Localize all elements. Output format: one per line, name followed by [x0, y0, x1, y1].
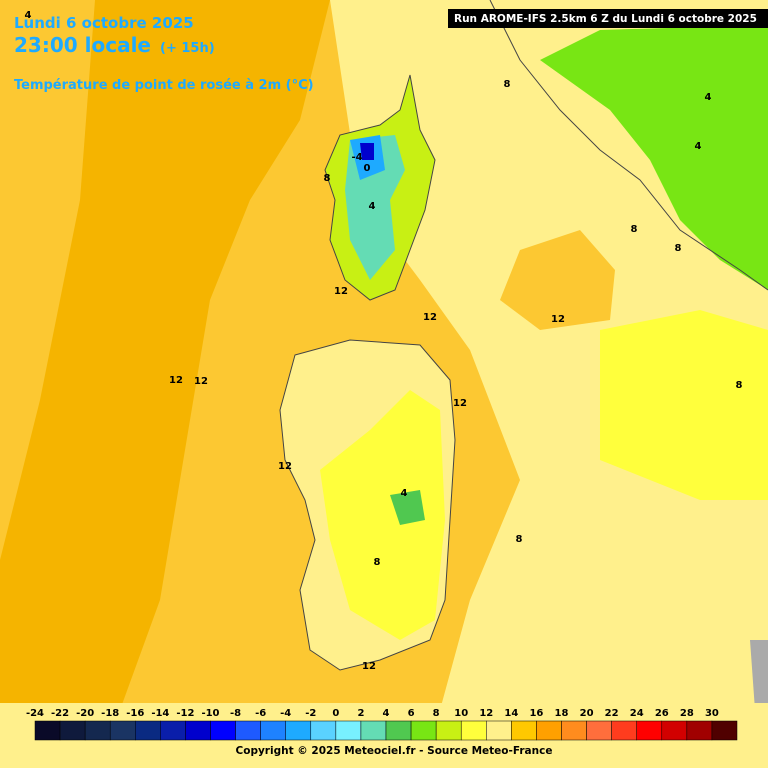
contour-label: 12 [423, 312, 437, 323]
legend-tick-label: 6 [408, 708, 415, 719]
contour-label: 0 [364, 163, 371, 174]
legend-swatch [460, 720, 487, 741]
legend-swatch [34, 720, 61, 741]
legend-swatch [310, 720, 337, 741]
parameter-label: Température de point de rosée à 2m (°C) [14, 78, 314, 93]
field-yellow [600, 310, 768, 500]
contour-label: 12 [334, 286, 348, 297]
legend-swatch [185, 720, 211, 741]
legend-swatch [210, 720, 236, 741]
field-orange-sea [500, 230, 615, 330]
legend-swatch [561, 720, 587, 741]
legend-tick-label: 0 [332, 708, 339, 719]
legend-swatch [385, 720, 412, 741]
legend-tick-label: -24 [26, 708, 44, 719]
legend-tick-label: -12 [176, 708, 194, 719]
run-label: Run AROME-IFS 2.5km 6 Z du Lundi 6 octob… [454, 13, 757, 25]
legend-swatch [611, 720, 637, 741]
legend-tick-label: 8 [433, 708, 440, 719]
legend-tick-label: 18 [555, 708, 569, 719]
contour-label: 12 [169, 375, 183, 386]
sardinia-green [390, 490, 425, 525]
legend-tick-label: 2 [357, 708, 364, 719]
legend-tick-label: 20 [580, 708, 594, 719]
legend-tick-label: 26 [655, 708, 669, 719]
legend-tick-label: -8 [230, 708, 241, 719]
legend-swatch [435, 720, 462, 741]
sardinia-yellow [320, 390, 445, 640]
legend-tick-label: -16 [126, 708, 144, 719]
legend-swatch [711, 720, 738, 741]
contour-label: 12 [362, 661, 376, 672]
legend-tick-label: 16 [529, 708, 543, 719]
contour-label: 8 [324, 173, 331, 184]
legend-swatch [260, 720, 286, 741]
legend-swatch [235, 720, 261, 741]
coastline [489, 0, 768, 291]
legend-swatch [636, 720, 663, 741]
legend-swatch [109, 720, 136, 741]
legend-swatch [586, 720, 612, 741]
legend-swatch [410, 720, 437, 741]
legend-tick-label: 28 [680, 708, 694, 719]
legend-tick-label: -22 [51, 708, 69, 719]
lead-label: (+ 15h) [160, 41, 215, 56]
legend-tick-label: -10 [201, 708, 219, 719]
contour-label: -4 [351, 152, 362, 163]
legend: -24 -22 -20 -18 -16 -14 -12 -10 -8 -6 -4 -2 0 2 4 6 8 10 1… [26, 708, 738, 741]
contour-label: 8 [631, 224, 638, 235]
legend-tick-label: -14 [151, 708, 169, 719]
field-green [540, 25, 768, 290]
legend-swatch [335, 720, 362, 741]
run-box [448, 9, 768, 28]
time-label: 23:00 locale [14, 33, 151, 57]
date-label: Lundi 6 octobre 2025 [14, 14, 194, 32]
contour-labels: 4 8 4 4 -40 8 4 8 8 12 12 12 12 12 12 8 12 4 8 8 12 [25, 10, 743, 672]
legend-swatch [536, 720, 562, 741]
contour-label: 4 [25, 10, 32, 21]
corsica-darkblue [360, 143, 374, 160]
field-grey [750, 640, 768, 710]
legend-tick-label: -20 [76, 708, 94, 719]
legend-swatch [59, 720, 86, 741]
field-pale [330, 0, 768, 710]
legend-tick-label: 4 [383, 708, 390, 719]
legend-tick-label: 10 [454, 708, 468, 719]
contour-label: 12 [453, 398, 467, 409]
field-orange [0, 0, 330, 710]
legend-swatch [661, 720, 688, 741]
legend-swatch [686, 720, 713, 741]
contour-label: 4 [401, 488, 408, 499]
legend-tick-label: 12 [479, 708, 493, 719]
legend-tick-label: -2 [305, 708, 316, 719]
contour-label: 4 [695, 141, 702, 152]
contour-label: 8 [736, 380, 743, 391]
legend-tick-label: -6 [255, 708, 266, 719]
contour-label: 12 [194, 376, 208, 387]
copyright: Copyright © 2025 Meteociel.fr - Source M… [236, 745, 553, 757]
legend-tick-label: 24 [630, 708, 644, 719]
contour-label: 4 [705, 92, 712, 103]
legend-swatch [135, 720, 161, 741]
contour-label: 8 [374, 557, 381, 568]
contour-label: 4 [369, 201, 376, 212]
legend-swatch [486, 720, 512, 741]
legend-tick-label: 22 [605, 708, 619, 719]
contour-label: 8 [675, 243, 682, 254]
contour-label: 12 [551, 314, 565, 325]
legend-swatch [84, 720, 111, 741]
legend-tick-label: -18 [101, 708, 119, 719]
contour-label: 12 [278, 461, 292, 472]
legend-tick-label: -4 [280, 708, 291, 719]
legend-tick-label: 14 [504, 708, 518, 719]
legend-tick-label: 30 [705, 708, 719, 719]
legend-swatch [160, 720, 186, 741]
legend-swatch [285, 720, 312, 741]
contour-label: 8 [504, 79, 511, 90]
legend-swatch [511, 720, 537, 741]
contour-label: 8 [516, 534, 523, 545]
legend-swatch [360, 720, 387, 741]
